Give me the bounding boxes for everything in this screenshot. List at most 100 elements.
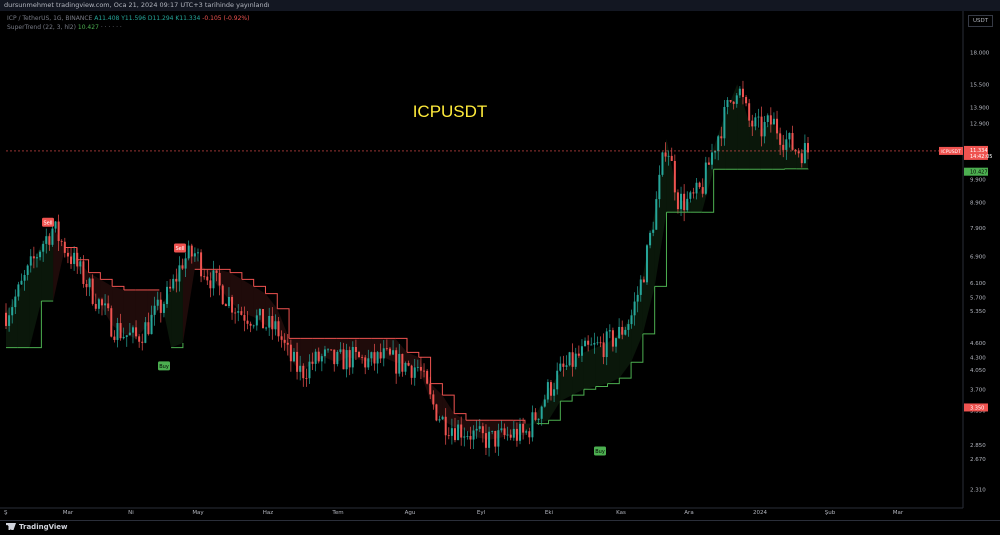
candle-body bbox=[243, 314, 246, 321]
supertrend-fill-segment bbox=[713, 113, 726, 170]
candle-body bbox=[472, 430, 475, 440]
candle-body bbox=[584, 340, 587, 347]
signal-labels: Sell Buy Sell Buy bbox=[42, 217, 606, 456]
candle-body bbox=[88, 278, 91, 288]
supertrend-fill-segment bbox=[407, 352, 419, 368]
candle-body bbox=[370, 352, 373, 359]
supertrend-segment bbox=[619, 362, 632, 379]
candle-body bbox=[125, 335, 128, 337]
y-tick-label: 2.310 bbox=[970, 488, 986, 494]
candle-body bbox=[797, 151, 800, 154]
signal-label: Sell bbox=[43, 220, 52, 226]
candle-body bbox=[388, 348, 391, 355]
price-axis[interactable]: 2.310 2.670 2.850 3.350 3.700 4.050 4.300 4.600… bbox=[970, 50, 990, 493]
signal-badge bbox=[158, 361, 170, 371]
candle-body bbox=[664, 152, 667, 157]
candle-body bbox=[308, 361, 311, 379]
candle-body bbox=[385, 348, 388, 350]
high-value: Y11.596 bbox=[121, 15, 146, 22]
indicator-name[interactable]: SuperTrend (22, 3, hl2) bbox=[7, 24, 76, 31]
candle-body bbox=[630, 315, 633, 325]
currency-unit-button[interactable]: USDT bbox=[968, 15, 993, 27]
candle-body bbox=[302, 365, 305, 379]
signal-badge bbox=[42, 217, 54, 227]
y-tick-label: 4.050 bbox=[970, 368, 986, 374]
tradingview-logo[interactable]: TradingView bbox=[6, 523, 68, 531]
y-tick-label: 2.670 bbox=[970, 457, 986, 463]
candle-body bbox=[336, 351, 339, 365]
indicator-value: 10.427 bbox=[77, 24, 99, 31]
candle-body bbox=[639, 279, 642, 295]
y-tick-label: 4.300 bbox=[970, 355, 986, 361]
candle-body bbox=[107, 303, 110, 309]
indicator-buttons[interactable]: · · · · · · bbox=[100, 24, 122, 31]
candle-body bbox=[463, 436, 466, 438]
candle-body bbox=[11, 307, 14, 316]
candle-body bbox=[209, 280, 212, 289]
candle-body bbox=[689, 192, 692, 199]
candle-body bbox=[714, 151, 717, 153]
candle-body bbox=[735, 95, 738, 104]
candle-body bbox=[48, 236, 51, 245]
candle-body bbox=[345, 350, 348, 370]
candle-body bbox=[354, 346, 357, 352]
supertrend-lines bbox=[6, 168, 809, 425]
supertrend-fill-segment bbox=[159, 289, 172, 348]
supertrend-segment bbox=[548, 401, 561, 421]
candle-body bbox=[323, 349, 326, 357]
x-tick-label: Eki bbox=[545, 510, 554, 516]
candle-body bbox=[413, 367, 416, 378]
candle-body bbox=[776, 118, 779, 134]
candle-body bbox=[441, 416, 444, 420]
candle-body bbox=[327, 349, 330, 351]
candle-body bbox=[611, 330, 614, 347]
supertrend-fill-segment bbox=[784, 138, 797, 169]
candle-body bbox=[5, 312, 7, 326]
x-tick-label: 2024 bbox=[753, 510, 767, 516]
tradingview-logo-icon bbox=[6, 523, 16, 530]
candle-body bbox=[91, 278, 94, 304]
supertrend-segment bbox=[64, 247, 78, 260]
publish-line: dursunmehmet tradingview.com, Oca 21, 20… bbox=[4, 1, 270, 9]
supertrend-fill bbox=[6, 84, 808, 440]
candle-body bbox=[162, 304, 165, 313]
candle-body bbox=[187, 245, 190, 259]
candle-body bbox=[113, 336, 116, 340]
y-tick-label: 13.900 bbox=[970, 105, 990, 111]
candle-body bbox=[224, 304, 227, 307]
signal-label: Buy bbox=[159, 364, 169, 370]
candle-body bbox=[122, 336, 125, 339]
supertrend-fill-segment bbox=[218, 269, 231, 302]
candle-body bbox=[17, 284, 20, 297]
candle-body bbox=[717, 136, 720, 152]
supertrend-segment bbox=[572, 389, 585, 396]
time-axis[interactable]: Ş Mar Ni May Haz Tem Agu Eyl Eki Kas Ara 2024 Şub Mar bbox=[4, 510, 904, 516]
candle-body bbox=[711, 152, 714, 165]
y-tick-label: 15.500 bbox=[970, 82, 990, 88]
candle-body bbox=[416, 366, 419, 368]
candle-body bbox=[221, 285, 224, 305]
candle-body bbox=[608, 330, 611, 332]
candle-body bbox=[280, 336, 283, 340]
candle-body bbox=[45, 236, 48, 244]
candle-body bbox=[79, 261, 82, 267]
candle-body bbox=[494, 430, 497, 447]
supertrend-segment bbox=[100, 278, 113, 287]
candle-body bbox=[593, 342, 596, 345]
candle-body bbox=[317, 351, 320, 362]
supertrend-fill-segment bbox=[701, 147, 714, 213]
candle-body bbox=[274, 321, 277, 330]
candle-body bbox=[525, 431, 528, 433]
candle-body bbox=[135, 327, 138, 337]
supertrend-segment bbox=[454, 413, 467, 421]
candle-body bbox=[358, 351, 361, 358]
candle-body bbox=[14, 296, 17, 308]
candle-body bbox=[73, 252, 76, 264]
candle-body bbox=[556, 370, 559, 390]
candle-body bbox=[141, 341, 144, 343]
supertrend-fill-segment bbox=[348, 338, 360, 360]
supertrend-segment bbox=[536, 420, 550, 425]
price-chart[interactable]: Sell Buy Sell Buy 2.310 2.670 2.850 3.350 3.700… bbox=[0, 0, 1000, 520]
candle-body bbox=[373, 352, 376, 364]
candle-body bbox=[732, 101, 735, 104]
